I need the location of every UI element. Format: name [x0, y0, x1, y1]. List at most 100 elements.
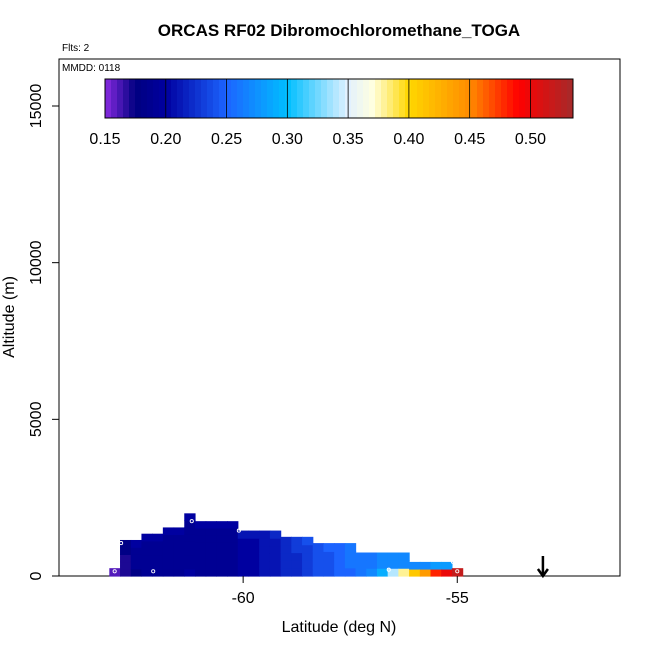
heatmap-cell — [194, 569, 207, 577]
heatmap-cell — [269, 553, 282, 562]
colorbar-strip — [363, 79, 370, 118]
heatmap-cell — [227, 548, 239, 557]
heatmap-cell — [259, 538, 271, 547]
colorbar-strip — [483, 79, 490, 118]
colorbar-strip — [369, 79, 376, 118]
heatmap-cell — [441, 561, 453, 570]
colorbar-strip — [357, 79, 364, 118]
heatmap-cell — [216, 534, 228, 543]
heatmap-cell — [366, 560, 378, 569]
heatmap-cell — [280, 560, 292, 569]
heatmap-cell — [216, 548, 228, 557]
heatmap-cell — [216, 569, 228, 577]
heatmap-cell — [334, 559, 346, 569]
heatmap-cell — [451, 568, 464, 577]
heatmap-cell — [312, 543, 325, 552]
heatmap-cell — [194, 521, 207, 529]
heatmap-cell — [227, 569, 239, 577]
heatmap-cell — [269, 530, 282, 539]
x-tick-label: -60 — [232, 590, 255, 607]
heatmap-cell — [248, 530, 260, 539]
heatmap-cell — [184, 555, 196, 563]
colorbar-strip — [315, 79, 322, 118]
heatmap-cell — [430, 568, 442, 577]
heatmap-cell — [194, 548, 207, 557]
heatmap-cell — [248, 560, 260, 570]
colorbar-strip — [507, 79, 514, 118]
colorbar-strip — [177, 79, 184, 118]
heatmap-cell — [130, 539, 143, 548]
colorbar-strip — [423, 79, 430, 118]
heatmap-cell — [291, 536, 303, 546]
colorbar-tick-label: 0.50 — [515, 131, 546, 148]
heatmap-cell — [184, 548, 196, 556]
heatmap-cell — [205, 555, 217, 563]
colorbar-strip — [279, 79, 286, 118]
heatmap-cell — [120, 554, 132, 563]
heatmap-cell — [173, 534, 185, 542]
heatmap-cell — [227, 541, 239, 550]
heatmap-cell — [184, 541, 196, 549]
colorbar-strips — [105, 79, 574, 118]
heatmap-cell — [120, 539, 132, 548]
colorbar-strip — [435, 79, 442, 118]
colorbar-strip — [207, 79, 214, 118]
colorbar-strip — [243, 79, 250, 118]
heatmap-cell — [387, 568, 399, 577]
heatmap-cell — [205, 548, 217, 557]
colorbar-frame — [104, 78, 574, 119]
colorbar-strip — [327, 79, 334, 118]
flight-end-arrow — [536, 556, 549, 579]
sample-points — [112, 519, 460, 574]
colorbar-strip — [237, 79, 244, 118]
heatmap-cells — [109, 513, 464, 577]
heatmap-cell — [173, 562, 185, 570]
heatmap-cell — [162, 541, 175, 549]
heatmap-cell — [205, 521, 217, 529]
colorbar-strip — [441, 79, 448, 118]
colorbar-strip — [303, 79, 310, 118]
colorbar-strip — [513, 79, 520, 118]
heatmap-cell — [194, 555, 207, 563]
heatmap-cell — [334, 567, 346, 577]
heatmap-cell — [194, 562, 207, 570]
heatmap-cell — [280, 568, 292, 577]
colorbar-strip — [297, 79, 304, 118]
heatmap-cell — [259, 530, 271, 539]
heatmap-cell — [141, 540, 153, 549]
colorbar-strip — [285, 79, 292, 118]
colorbar-strip — [249, 79, 256, 118]
heatmap-cell — [441, 568, 453, 577]
heatmap-cell — [269, 545, 282, 554]
heatmap-cell — [205, 562, 217, 570]
colorbar-strip — [405, 79, 412, 118]
colorbar-strip — [129, 79, 136, 118]
heatmap-cell — [120, 568, 132, 577]
heatmap-cell — [141, 547, 153, 556]
heatmap-cell — [194, 528, 207, 536]
heatmap-cell — [141, 568, 153, 577]
sample-point — [112, 569, 117, 574]
colorbar-strip — [273, 79, 280, 118]
heatmap-cell — [227, 534, 239, 543]
heatmap-cell — [312, 567, 325, 577]
heatmap-cell — [184, 513, 196, 521]
heatmap-cell — [216, 521, 228, 529]
heatmap-cell — [237, 538, 250, 547]
heatmap-cell — [173, 569, 185, 577]
colorbar-labels: 0.15 0.20 0.25 0.30 0.35 0.40 0.45 0.50 — [89, 131, 546, 148]
heatmap-cell — [419, 561, 432, 570]
x-axis-label: Latitude (deg N) — [282, 619, 397, 636]
colorbar-strip — [477, 79, 484, 118]
colorbar-strip — [195, 79, 202, 118]
chart-title: ORCAS RF02 Dibromochloromethane_TOGA — [158, 21, 520, 40]
heatmap-cell — [205, 534, 217, 543]
heatmap-cell — [141, 533, 153, 542]
heatmap-cell — [184, 569, 196, 577]
colorbar-strip — [189, 79, 196, 118]
heatmap-cell — [366, 552, 378, 561]
colorbar-strip — [531, 79, 538, 118]
heatmap-cell — [409, 561, 421, 570]
heatmap-cell — [248, 568, 260, 577]
